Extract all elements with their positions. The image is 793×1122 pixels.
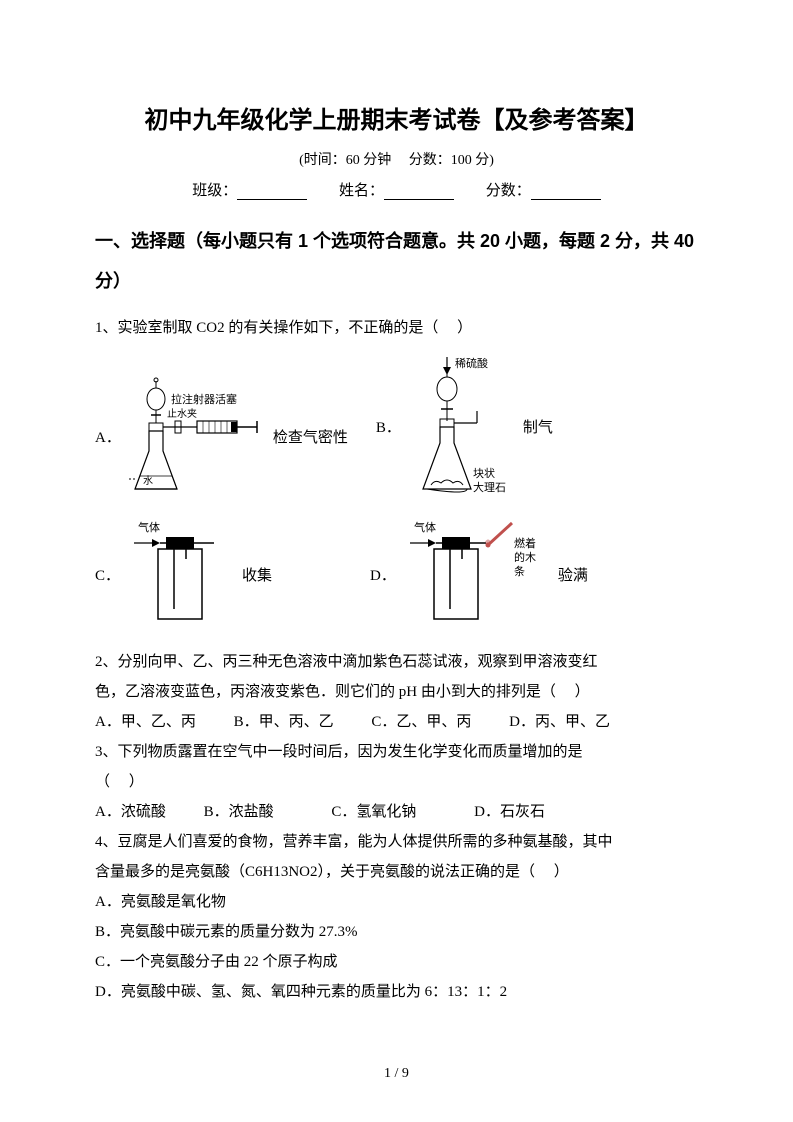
q1-d-letter: D．	[370, 564, 396, 585]
q3-stem1: 3、下列物质露置在空气中一段时间后，因为发生化学变化而质量增加的是	[95, 737, 698, 767]
q2-d: D．丙、甲、乙	[509, 714, 610, 730]
label-splint1: 燃着	[514, 536, 536, 550]
page-footer: 1 / 9	[0, 1066, 793, 1082]
name-blank[interactable]	[384, 184, 454, 200]
q1-c-letter: C．	[95, 564, 120, 585]
q1-d-text: 验满	[558, 564, 588, 585]
q2-c: C．乙、甲、丙	[371, 714, 471, 730]
q4-a: A．亮氨酸是氧化物	[95, 887, 698, 917]
label-clamp: 止水夹	[167, 407, 197, 420]
exam-title: 初中九年级化学上册期末考试卷【及参考答案】	[95, 100, 698, 135]
label-gas-d: 气体	[414, 520, 436, 534]
q4-b: B．亮氨酸中碳元素的质量分数为 27.3%	[95, 917, 698, 947]
q1-b-letter: B．	[376, 416, 401, 437]
info-line: 班级： 姓名： 分数：	[95, 179, 698, 200]
q4-stem1: 4、豆腐是人们喜爱的食物，营养丰富，能为人体提供所需的多种氨基酸，其中	[95, 827, 698, 857]
class-label: 班级：	[192, 183, 237, 199]
exam-subtitle: (时间：60 分钟 分数：100 分)	[95, 149, 698, 169]
label-syringe: 拉注射器活塞	[171, 392, 237, 406]
q3-b: B．浓盐酸	[204, 804, 274, 820]
q3-a: A．浓硫酸	[95, 804, 166, 820]
q3-c: C．氢氧化钠	[331, 804, 416, 820]
q1-c-text: 收集	[242, 564, 272, 585]
section-1-heading: 一、选择题（每小题只有 1 个选项符合题意。共 20 小题，每题 2 分，共 4…	[95, 222, 698, 301]
q1-diagram-b: 稀硫酸 块状 大理石	[407, 351, 517, 501]
label-acid: 稀硫酸	[455, 356, 488, 370]
q1-row-ab: A． 水 止水夹	[95, 351, 698, 501]
label-marble2: 大理石	[473, 480, 506, 494]
label-water: 水	[143, 475, 153, 487]
q1-stem: 1、实验室制取 CO2 的有关操作如下，不正确的是（ ）	[95, 313, 698, 343]
q4-d: D．亮氨酸中碳、氢、氮、氧四种元素的质量比为 6：13：1：2	[95, 977, 698, 1007]
q1-diagram-d: 气体 燃着 的木 条	[402, 519, 552, 629]
label-splint3: 条	[514, 564, 525, 578]
q3-options: A．浓硫酸 B．浓盐酸 C．氢氧化钠 D．石灰石	[95, 797, 698, 827]
q1-row-cd: C． 气体 收集 D． 气体	[95, 519, 698, 629]
q1-a-text: 检查气密性	[273, 426, 348, 447]
q1-a-letter: A．	[95, 426, 121, 447]
q2-stem1: 2、分别向甲、乙、丙三种无色溶液中滴加紫色石蕊试液，观察到甲溶液变红	[95, 647, 698, 677]
q2-a: A．甲、乙、丙	[95, 714, 196, 730]
class-blank[interactable]	[237, 184, 307, 200]
q2-stem2: 色，乙溶液变蓝色，丙溶液变紫色．则它们的 pH 由小到大的排列是（ ）	[95, 677, 698, 707]
q1-b-text: 制气	[523, 416, 553, 437]
q4-c: C．一个亮氨酸分子由 22 个原子构成	[95, 947, 698, 977]
q3-d: D．石灰石	[474, 804, 545, 820]
label-marble1: 块状	[473, 466, 495, 480]
q4-stem2: 含量最多的是亮氨酸（C6H13NO2），关于亮氨酸的说法正确的是（ ）	[95, 857, 698, 887]
q3-stem2: （ ）	[95, 767, 698, 797]
q2-options: A．甲、乙、丙 B．甲、丙、乙 C．乙、甲、丙 D．丙、甲、乙	[95, 707, 698, 737]
label-splint2: 的木	[514, 550, 536, 564]
q1-diagram-c: 气体	[126, 519, 236, 629]
label-gas-c: 气体	[138, 520, 160, 534]
q2-b: B．甲、丙、乙	[234, 714, 334, 730]
score-label: 分数：	[486, 183, 531, 199]
name-label: 姓名：	[339, 183, 384, 199]
score-blank[interactable]	[531, 184, 601, 200]
q1-diagram-a: 水 止水夹 拉注射器活塞	[127, 371, 267, 501]
